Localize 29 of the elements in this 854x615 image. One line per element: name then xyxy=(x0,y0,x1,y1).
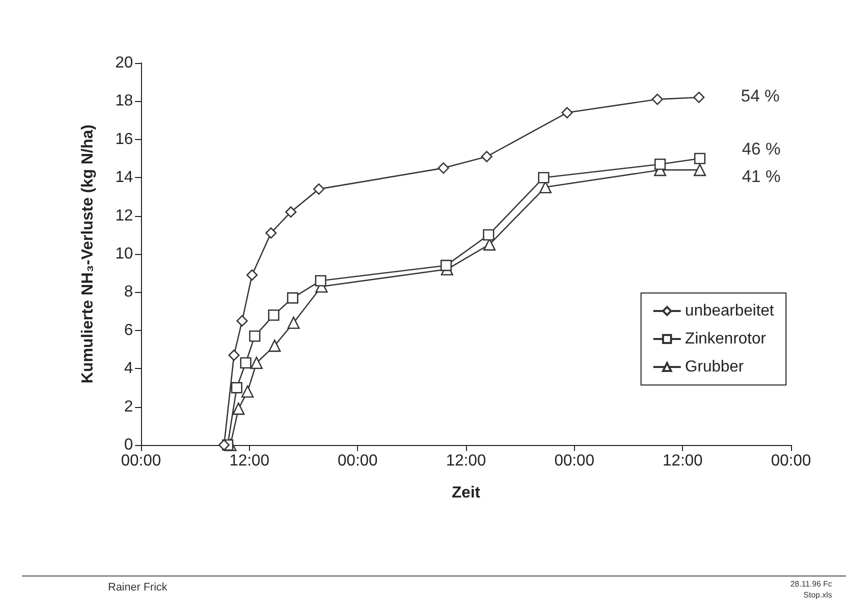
y-tick-label: 14 xyxy=(115,169,134,186)
annotation: 46 % xyxy=(742,140,781,158)
y-tick-label: 10 xyxy=(115,246,134,262)
y-tick-label: 0 xyxy=(124,436,134,454)
annotation: 41 % xyxy=(742,166,781,186)
y-tick-label: 18 xyxy=(115,92,134,110)
x-tick-label: 12:00 xyxy=(229,452,270,470)
x-tick-label: 00:00 xyxy=(120,452,162,470)
y-tick-label: 8 xyxy=(124,284,134,301)
text: Rainer Frick xyxy=(108,582,168,594)
x-tick-label: 00:00 xyxy=(338,452,378,470)
x-tick-label: 00:00 xyxy=(770,452,812,470)
annotation: 54 % xyxy=(740,86,780,106)
legend-label: Grubber xyxy=(685,358,744,376)
text: Stop.xls xyxy=(804,590,832,600)
y-axis-title: Kumulierte NH₃-Verluste (kg N/ha) xyxy=(80,124,96,384)
x-tick-label: 00:00 xyxy=(554,452,594,470)
y-tick-label: 16 xyxy=(115,130,134,148)
y-tick-label: 12 xyxy=(115,207,134,224)
legend-label: unbearbeitet xyxy=(685,302,775,320)
x-tick-label: 12:00 xyxy=(662,452,703,470)
y-tick-label: 2 xyxy=(124,398,134,416)
x-axis-title: Zeit xyxy=(452,484,481,502)
y-tick-label: 20 xyxy=(115,54,134,72)
legend-label: Zinkenrotor xyxy=(685,330,767,348)
y-tick-label: 4 xyxy=(124,360,134,378)
text: 28.11.96 Fc xyxy=(790,580,832,588)
y-tick-label: 6 xyxy=(124,322,134,339)
x-tick-label: 12:00 xyxy=(446,452,486,470)
